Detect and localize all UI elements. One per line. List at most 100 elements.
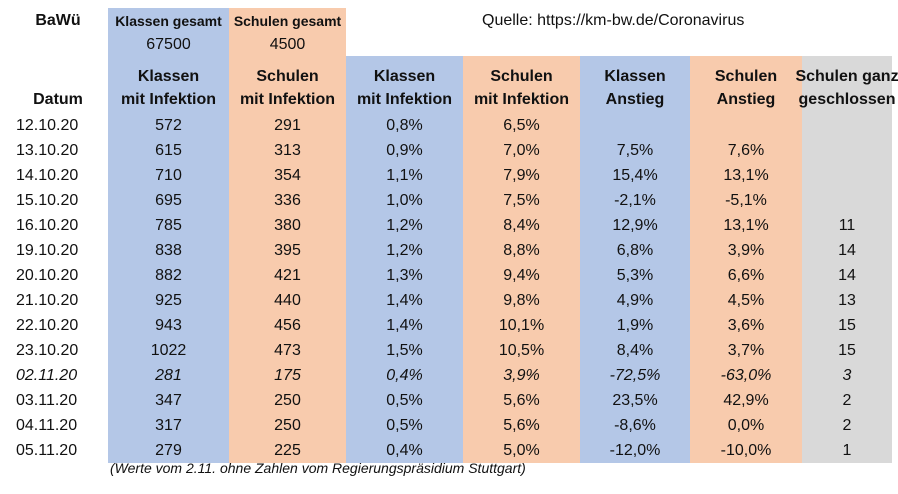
cell-klassen-anstieg: 23,5%: [580, 388, 690, 413]
cell-geschlossen: 1: [802, 438, 892, 463]
cell-schulen-anstieg: 7,6%: [690, 138, 802, 163]
header-datum: Datum: [33, 91, 83, 108]
cell-geschlossen: [802, 113, 892, 138]
cell-klassen-infektion: 347: [108, 388, 229, 413]
cell-schulen-prozent: 5,6%: [463, 388, 580, 413]
cell-klassen-prozent: 0,5%: [346, 388, 463, 413]
cell-schulen-infektion: 313: [229, 138, 346, 163]
cell-datum: 16.10.20: [16, 216, 79, 234]
cell-schulen-infektion: 175: [229, 363, 346, 388]
cell-geschlossen: 15: [802, 338, 892, 363]
cell-schulen-anstieg: 3,6%: [690, 313, 802, 338]
header-klassen-anstieg: Klassen Anstieg: [580, 56, 690, 113]
cell-klassen-infektion: 785: [108, 213, 229, 238]
header-schulen-prozent: Schulen mit Infektion: [463, 56, 580, 113]
cell-geschlossen: [802, 138, 892, 163]
cell-schulen-infektion: 250: [229, 388, 346, 413]
header-schulen-anstieg: Schulen Anstieg: [690, 56, 802, 113]
cell-datum: 05.11.20: [16, 441, 78, 459]
header-klassen-prozent: Klassen mit Infektion: [346, 56, 463, 113]
cell-klassen-prozent: 1,0%: [346, 188, 463, 213]
cell-datum: 14.10.20: [16, 166, 79, 184]
cell-klassen-prozent: 0,8%: [346, 113, 463, 138]
cell-schulen-prozent: 7,0%: [463, 138, 580, 163]
region-label: BaWü: [35, 12, 81, 29]
cell-klassen-prozent: 1,2%: [346, 238, 463, 263]
cell-klassen-prozent: 1,4%: [346, 288, 463, 313]
cell-schulen-anstieg: -5,1%: [690, 188, 802, 213]
cell-klassen-infektion: 925: [108, 288, 229, 313]
klassen-total-value: 67500: [108, 34, 229, 56]
cell-geschlossen: 2: [802, 413, 892, 438]
cell-schulen-prozent: 6,5%: [463, 113, 580, 138]
cell-geschlossen: [802, 188, 892, 213]
cell-datum: 15.10.20: [16, 191, 79, 209]
cell-klassen-anstieg: -2,1%: [580, 188, 690, 213]
cell-schulen-infektion: 395: [229, 238, 346, 263]
cell-datum: 22.10.20: [16, 316, 79, 334]
cell-geschlossen: [802, 163, 892, 188]
school-infection-table: BaWü Klassen gesamt Schulen gesamt 67500…: [8, 8, 898, 463]
cell-klassen-anstieg: -72,5%: [580, 363, 690, 388]
cell-geschlossen: 15: [802, 313, 892, 338]
cell-schulen-prozent: 9,8%: [463, 288, 580, 313]
cell-klassen-infektion: 615: [108, 138, 229, 163]
cell-schulen-prozent: 3,9%: [463, 363, 580, 388]
cell-klassen-anstieg: -8,6%: [580, 413, 690, 438]
cell-schulen-anstieg: 13,1%: [690, 213, 802, 238]
cell-klassen-prozent: 0,9%: [346, 138, 463, 163]
cell-datum: 12.10.20: [16, 116, 79, 134]
cell-klassen-anstieg: -12,0%: [580, 438, 690, 463]
cell-klassen-infektion: 317: [108, 413, 229, 438]
cell-datum: 02.11.20: [16, 366, 78, 384]
cell-datum: 21.10.20: [16, 291, 79, 309]
cell-schulen-infektion: 440: [229, 288, 346, 313]
cell-schulen-infektion: 421: [229, 263, 346, 288]
source-note: Quelle: https://km-bw.de/Coronavirus: [482, 12, 745, 29]
cell-klassen-anstieg: 4,9%: [580, 288, 690, 313]
cell-schulen-infektion: 250: [229, 413, 346, 438]
cell-klassen-prozent: 0,4%: [346, 438, 463, 463]
cell-klassen-prozent: 0,5%: [346, 413, 463, 438]
cell-klassen-anstieg: [580, 113, 690, 138]
cell-schulen-prozent: 8,8%: [463, 238, 580, 263]
cell-klassen-anstieg: 7,5%: [580, 138, 690, 163]
cell-geschlossen: 3: [802, 363, 892, 388]
cell-schulen-prozent: 5,6%: [463, 413, 580, 438]
cell-schulen-prozent: 10,1%: [463, 313, 580, 338]
cell-schulen-prozent: 7,9%: [463, 163, 580, 188]
cell-datum: 04.11.20: [16, 416, 78, 434]
cell-klassen-prozent: 1,2%: [346, 213, 463, 238]
cell-klassen-anstieg: 8,4%: [580, 338, 690, 363]
header-geschlossen: Schulen ganz geschlossen: [795, 56, 898, 113]
cell-schulen-anstieg: 6,6%: [690, 263, 802, 288]
cell-schulen-infektion: 380: [229, 213, 346, 238]
schulen-total-value: 4500: [229, 34, 346, 56]
cell-schulen-infektion: 291: [229, 113, 346, 138]
cell-schulen-anstieg: 3,9%: [690, 238, 802, 263]
header-klassen-infektion: Klassen mit Infektion: [108, 56, 229, 113]
cell-klassen-infektion: 838: [108, 238, 229, 263]
cell-klassen-prozent: 1,1%: [346, 163, 463, 188]
cell-datum: 03.11.20: [16, 391, 78, 409]
cell-schulen-anstieg: [690, 113, 802, 138]
cell-schulen-infektion: 456: [229, 313, 346, 338]
schulen-total-label: Schulen gesamt: [229, 8, 346, 34]
cell-klassen-anstieg: 5,3%: [580, 263, 690, 288]
cell-schulen-prozent: 5,0%: [463, 438, 580, 463]
cell-klassen-infektion: 882: [108, 263, 229, 288]
cell-datum: 23.10.20: [16, 341, 79, 359]
cell-schulen-prozent: 7,5%: [463, 188, 580, 213]
cell-klassen-infektion: 279: [108, 438, 229, 463]
cell-schulen-anstieg: -63,0%: [690, 363, 802, 388]
cell-schulen-infektion: 336: [229, 188, 346, 213]
cell-schulen-anstieg: 4,5%: [690, 288, 802, 313]
cell-klassen-prozent: 1,3%: [346, 263, 463, 288]
cell-datum: 13.10.20: [16, 141, 79, 159]
cell-geschlossen: 11: [802, 213, 892, 238]
cell-klassen-infektion: 1022: [108, 338, 229, 363]
cell-klassen-infektion: 572: [108, 113, 229, 138]
cell-schulen-infektion: 354: [229, 163, 346, 188]
cell-schulen-infektion: 225: [229, 438, 346, 463]
cell-klassen-anstieg: 12,9%: [580, 213, 690, 238]
